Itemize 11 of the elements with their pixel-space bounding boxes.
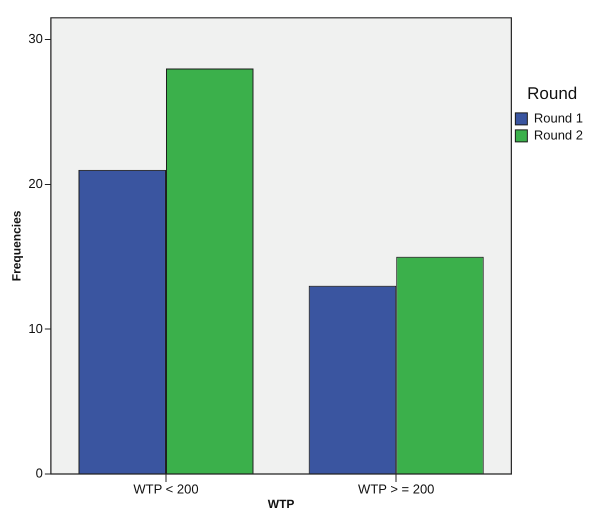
y-axis-title: Frequencies bbox=[10, 210, 24, 282]
y-tick-label: 0 bbox=[36, 466, 43, 481]
y-tick-label: 30 bbox=[28, 31, 43, 46]
y-tick-label: 20 bbox=[28, 176, 43, 191]
x-tick-label: WTP > = 200 bbox=[358, 481, 434, 496]
legend-label: Round 2 bbox=[534, 127, 584, 142]
x-axis-title: WTP bbox=[268, 497, 294, 512]
legend-title: Round bbox=[527, 84, 578, 104]
x-tick-label: WTP < 200 bbox=[133, 481, 199, 496]
y-tick-label: 10 bbox=[28, 320, 43, 336]
legend-label: Round 1 bbox=[534, 110, 584, 126]
